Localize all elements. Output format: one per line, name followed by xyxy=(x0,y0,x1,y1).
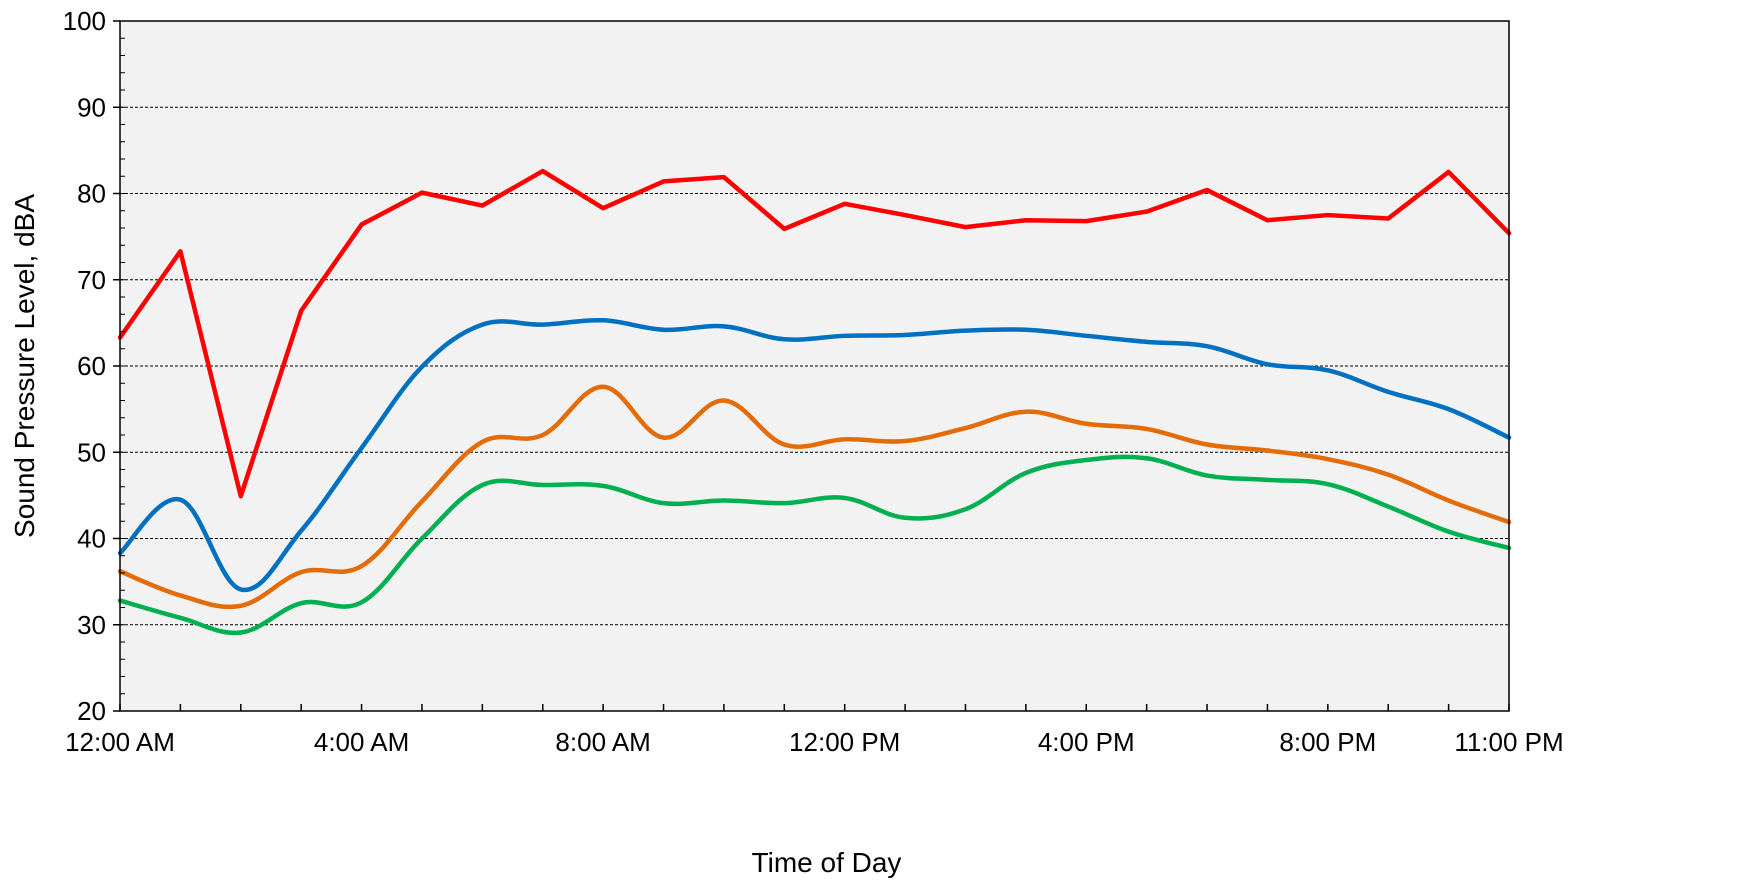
y-tick-label: 90 xyxy=(77,92,106,122)
y-tick-label: 40 xyxy=(77,524,106,554)
series-line-4 xyxy=(117,454,1512,636)
y-axis-title: Sound Pressure Level, dBA xyxy=(9,194,40,538)
y-axis: 20 30 40 50 60 70 80 90 100 xyxy=(63,6,120,726)
series-line-3 xyxy=(117,384,1512,610)
x-tick-label: 12:00 AM xyxy=(65,727,175,757)
y-minor-ticks xyxy=(120,20,125,712)
series-lines xyxy=(117,168,1512,636)
y-tick-label: 50 xyxy=(77,437,106,467)
x-tick-label: 8:00 AM xyxy=(555,727,650,757)
y-tick-label: 60 xyxy=(77,351,106,381)
y-tick-label: 70 xyxy=(77,265,106,295)
x-axis: 12:00 AM 4:00 AM 8:00 AM 12:00 PM 4:00 PM 8:0… xyxy=(65,704,1564,757)
x-axis-title: Time of Day xyxy=(752,847,902,878)
x-tick-label: 8:00 PM xyxy=(1279,727,1376,757)
x-tick-label: 11:00 PM xyxy=(1454,727,1563,757)
series-line-2 xyxy=(117,317,1512,593)
x-tick-label: 4:00 AM xyxy=(314,727,409,757)
series-line-1 xyxy=(117,168,1512,499)
y-tick-label: 30 xyxy=(77,610,106,640)
x-tick-label: 12:00 PM xyxy=(789,727,900,757)
y-tick-label: 100 xyxy=(63,6,106,36)
x-tick-label: 4:00 PM xyxy=(1038,727,1135,757)
y-tick-label: 20 xyxy=(77,696,106,726)
y-tick-label: 80 xyxy=(77,179,106,209)
